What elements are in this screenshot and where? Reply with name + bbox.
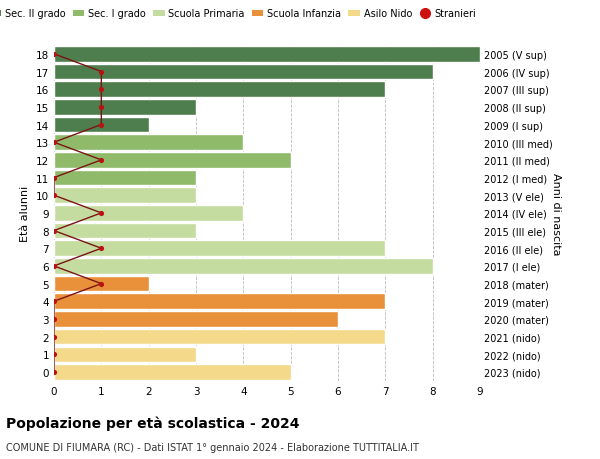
Point bbox=[49, 192, 59, 200]
Point bbox=[97, 69, 106, 76]
Bar bbox=[54, 206, 244, 221]
Bar bbox=[54, 153, 290, 168]
Bar bbox=[54, 82, 385, 98]
Point bbox=[49, 298, 59, 305]
Point bbox=[49, 51, 59, 58]
Bar bbox=[54, 135, 244, 151]
Text: COMUNE DI FIUMARA (RC) - Dati ISTAT 1° gennaio 2024 - Elaborazione TUTTITALIA.IT: COMUNE DI FIUMARA (RC) - Dati ISTAT 1° g… bbox=[6, 442, 419, 452]
Bar bbox=[54, 241, 385, 257]
Point bbox=[49, 316, 59, 323]
Bar bbox=[54, 224, 196, 239]
Text: Popolazione per età scolastica - 2024: Popolazione per età scolastica - 2024 bbox=[6, 415, 299, 430]
Point bbox=[49, 139, 59, 146]
Bar bbox=[54, 329, 385, 345]
Point bbox=[97, 210, 106, 217]
Bar bbox=[54, 294, 385, 309]
Point bbox=[49, 351, 59, 358]
Point bbox=[49, 174, 59, 182]
Y-axis label: Età alunni: Età alunni bbox=[20, 185, 31, 241]
Point bbox=[97, 157, 106, 164]
Point bbox=[49, 333, 59, 341]
Bar bbox=[54, 100, 196, 115]
Y-axis label: Anni di nascita: Anni di nascita bbox=[551, 172, 561, 255]
Point bbox=[49, 263, 59, 270]
Bar bbox=[54, 47, 480, 62]
Bar bbox=[54, 347, 196, 362]
Bar bbox=[54, 276, 149, 292]
Bar bbox=[54, 118, 149, 133]
Bar bbox=[54, 364, 290, 380]
Point bbox=[49, 227, 59, 235]
Point bbox=[97, 280, 106, 288]
Point bbox=[49, 369, 59, 376]
Point bbox=[97, 245, 106, 252]
Bar bbox=[54, 170, 196, 186]
Point bbox=[97, 86, 106, 94]
Bar bbox=[54, 312, 338, 327]
Point bbox=[97, 104, 106, 111]
Bar bbox=[54, 188, 196, 203]
Bar bbox=[54, 65, 433, 80]
Bar bbox=[54, 258, 433, 274]
Legend: Sec. II grado, Sec. I grado, Scuola Primaria, Scuola Infanzia, Asilo Nido, Stran: Sec. II grado, Sec. I grado, Scuola Prim… bbox=[0, 6, 480, 23]
Point bbox=[97, 122, 106, 129]
